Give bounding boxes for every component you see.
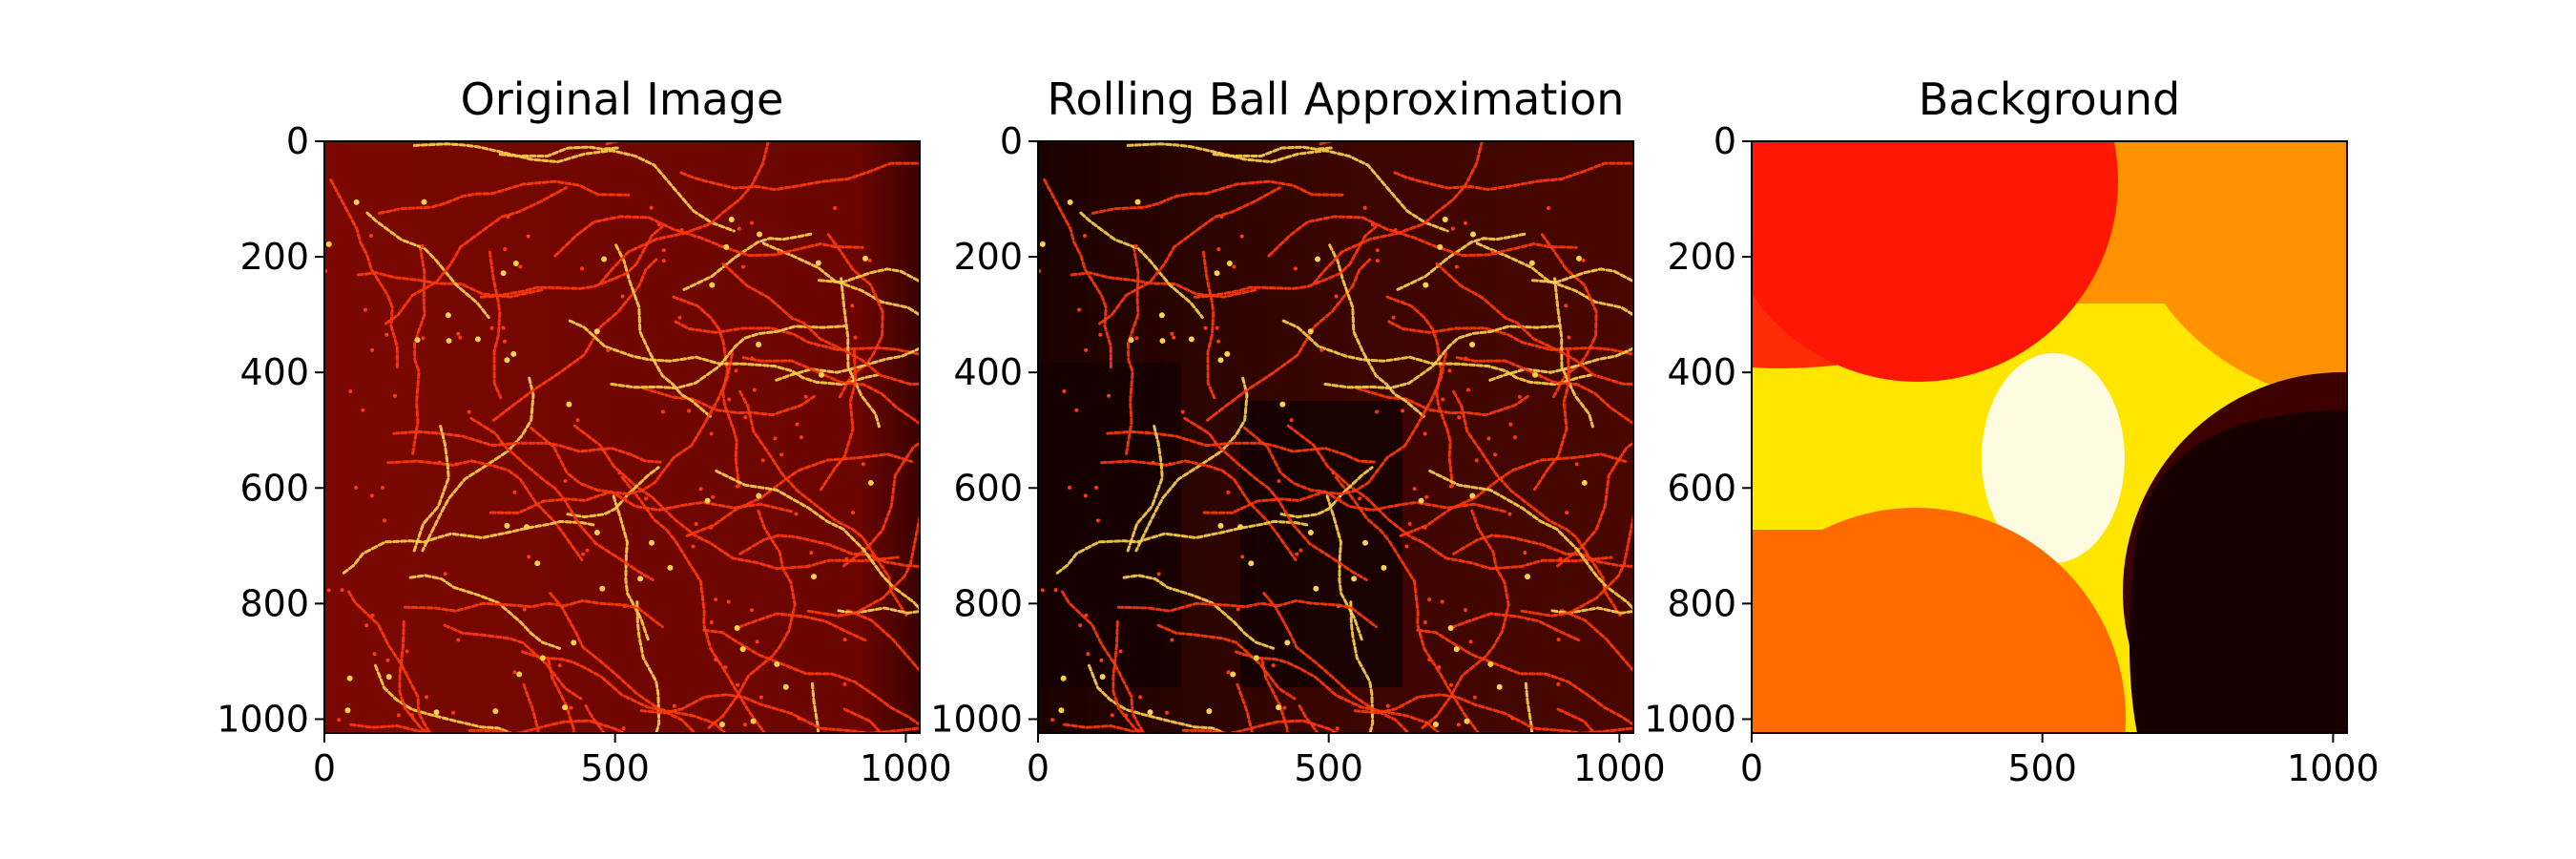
y-tick-label: 800 [1667,582,1736,624]
y-tick-label: 600 [239,467,309,509]
y-tick-label: 400 [953,351,1023,393]
background-red-edge [1752,141,2051,368]
x-tick-label: 0 [313,747,336,789]
y-tick-label: 600 [1667,467,1736,509]
x-tick-label: 0 [1027,747,1049,789]
axes-frame [1751,140,2348,734]
original-image-filaments [324,141,920,733]
background-orange-edge [1752,530,2003,733]
y-tick-label: 400 [239,351,309,393]
background-dark-edge [2129,410,2347,733]
y-tick-label: 400 [1667,351,1736,393]
panel-title: Background [1919,73,2180,125]
x-tick-label: 0 [1740,747,1763,789]
axes-frame [323,140,921,734]
x-tick-label: 1000 [860,747,952,789]
y-tick-label: 200 [953,236,1023,278]
y-tick-label: 1000 [1644,698,1736,740]
y-tick-label: 600 [953,467,1023,509]
y-tick-label: 800 [239,582,309,624]
x-tick-label: 1000 [1573,747,1666,789]
y-tick-label: 1000 [217,698,309,740]
y-tick-label: 0 [286,120,309,162]
y-tick-label: 1000 [930,698,1023,740]
y-tick-label: 200 [239,236,309,278]
background-amber-blob [2118,141,2347,401]
y-tick-label: 0 [1714,120,1736,162]
background-white-core [1982,353,2125,563]
y-tick-label: 200 [1667,236,1736,278]
panel-title: Rolling Ball Approximation [1048,73,1625,125]
panel-title: Original Image [461,73,784,125]
panel-rolling-ball-approximation: Rolling Ball Approximation 0 500 100002004… [930,73,1665,789]
background-image [1752,141,2347,733]
approx-dark-region [1038,363,1181,687]
y-tick-label: 800 [953,582,1023,624]
y-tick-label: 0 [1000,120,1023,162]
x-tick-label: 500 [2007,747,2077,789]
axes-frame [1037,140,1634,734]
approx-image-filaments [1038,141,1633,733]
x-tick-label: 1000 [2287,747,2379,789]
original-image-background [324,141,920,733]
x-tick-label: 500 [1294,747,1363,789]
x-tick-label: 500 [580,747,650,789]
